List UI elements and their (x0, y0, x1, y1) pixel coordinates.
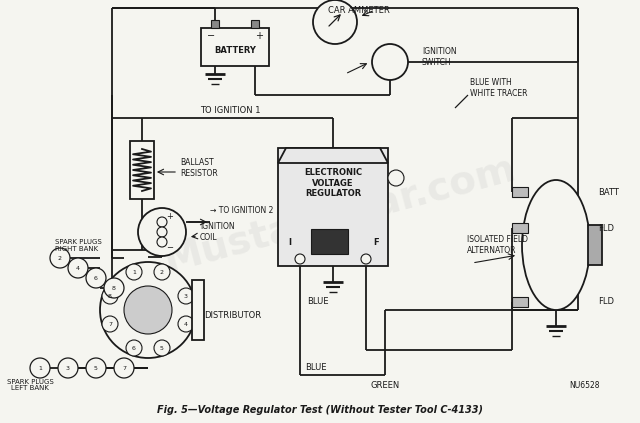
Circle shape (372, 44, 408, 80)
Circle shape (58, 358, 78, 378)
Bar (130, 141, 154, 199)
Bar (192, 280, 204, 340)
Bar (201, 28, 269, 66)
Text: 1: 1 (38, 365, 42, 371)
Text: FLD: FLD (598, 223, 614, 233)
Polygon shape (278, 148, 388, 163)
Text: 5: 5 (94, 365, 98, 371)
Text: ELECTRONIC
VOLTAGE
REGULATOR: ELECTRONIC VOLTAGE REGULATOR (304, 168, 362, 198)
Text: +: + (255, 31, 263, 41)
Text: FLD: FLD (598, 297, 614, 307)
Text: 8: 8 (108, 294, 112, 299)
Circle shape (388, 170, 404, 186)
Circle shape (178, 316, 194, 332)
Text: 7: 7 (122, 365, 126, 371)
Text: ISOLATED FIELD
ALTERNATOR: ISOLATED FIELD ALTERNATOR (467, 235, 528, 255)
Text: 4: 4 (76, 266, 80, 270)
Circle shape (154, 264, 170, 280)
Circle shape (114, 358, 134, 378)
Ellipse shape (522, 180, 590, 310)
Text: −: − (166, 244, 173, 253)
Text: F: F (373, 237, 379, 247)
Text: I: I (289, 237, 291, 247)
Circle shape (102, 316, 118, 332)
Text: Fig. 5—Voltage Regulator Test (Without Tester Tool C-4133): Fig. 5—Voltage Regulator Test (Without T… (157, 405, 483, 415)
Bar (588, 225, 602, 265)
Text: DISTRIBUTOR: DISTRIBUTOR (204, 310, 261, 319)
Text: → TO IGNITION 2: → TO IGNITION 2 (210, 206, 273, 214)
Circle shape (68, 258, 88, 278)
Circle shape (104, 278, 124, 298)
Circle shape (126, 264, 142, 280)
Text: 2: 2 (58, 255, 62, 261)
Text: 4: 4 (184, 321, 188, 327)
Text: BATTERY: BATTERY (214, 46, 256, 55)
Bar (211, 20, 219, 28)
Text: 7: 7 (108, 321, 112, 327)
Circle shape (50, 248, 70, 268)
Text: 6: 6 (132, 346, 136, 351)
Bar (512, 297, 528, 307)
Bar (278, 148, 388, 266)
Text: BLUE: BLUE (307, 297, 329, 305)
Circle shape (157, 217, 167, 227)
Bar (512, 187, 528, 197)
Text: BLUE WITH
WHITE TRACER: BLUE WITH WHITE TRACER (470, 78, 527, 98)
Circle shape (295, 254, 305, 264)
Text: −: − (207, 31, 215, 41)
Text: CAR AMMETER: CAR AMMETER (328, 5, 390, 14)
Circle shape (86, 358, 106, 378)
Text: BALLAST
RESISTOR: BALLAST RESISTOR (180, 158, 218, 178)
Text: IGNITION
COIL: IGNITION COIL (200, 222, 235, 242)
Text: SPARK PLUGS
RIGHT BANK: SPARK PLUGS RIGHT BANK (55, 239, 102, 252)
Text: 1: 1 (132, 269, 136, 275)
Bar (512, 223, 528, 233)
Text: IGNITION
SWITCH: IGNITION SWITCH (422, 47, 456, 67)
Text: NU6528: NU6528 (570, 381, 600, 390)
Text: TO IGNITION 1: TO IGNITION 1 (200, 105, 260, 115)
Text: GREEN: GREEN (371, 381, 399, 390)
Circle shape (86, 268, 106, 288)
Text: 6: 6 (94, 275, 98, 280)
Text: 5: 5 (160, 346, 164, 351)
Circle shape (157, 237, 167, 247)
Circle shape (361, 254, 371, 264)
Text: BATT: BATT (598, 187, 619, 197)
Circle shape (124, 286, 172, 334)
Text: SPARK PLUGS
LEFT BANK: SPARK PLUGS LEFT BANK (6, 379, 53, 392)
Text: 8: 8 (112, 286, 116, 291)
Circle shape (178, 288, 194, 304)
Circle shape (313, 0, 357, 44)
Circle shape (30, 358, 50, 378)
Circle shape (154, 340, 170, 356)
Circle shape (100, 262, 196, 358)
Circle shape (157, 227, 167, 237)
Text: 3: 3 (184, 294, 188, 299)
Polygon shape (311, 229, 348, 254)
Text: MustangCar.com: MustangCar.com (160, 150, 520, 280)
Bar (251, 20, 259, 28)
Text: +: + (166, 212, 173, 220)
Circle shape (102, 288, 118, 304)
Circle shape (126, 340, 142, 356)
Text: 3: 3 (66, 365, 70, 371)
Circle shape (138, 208, 186, 256)
Text: 2: 2 (160, 269, 164, 275)
Text: BLUE: BLUE (305, 363, 326, 373)
